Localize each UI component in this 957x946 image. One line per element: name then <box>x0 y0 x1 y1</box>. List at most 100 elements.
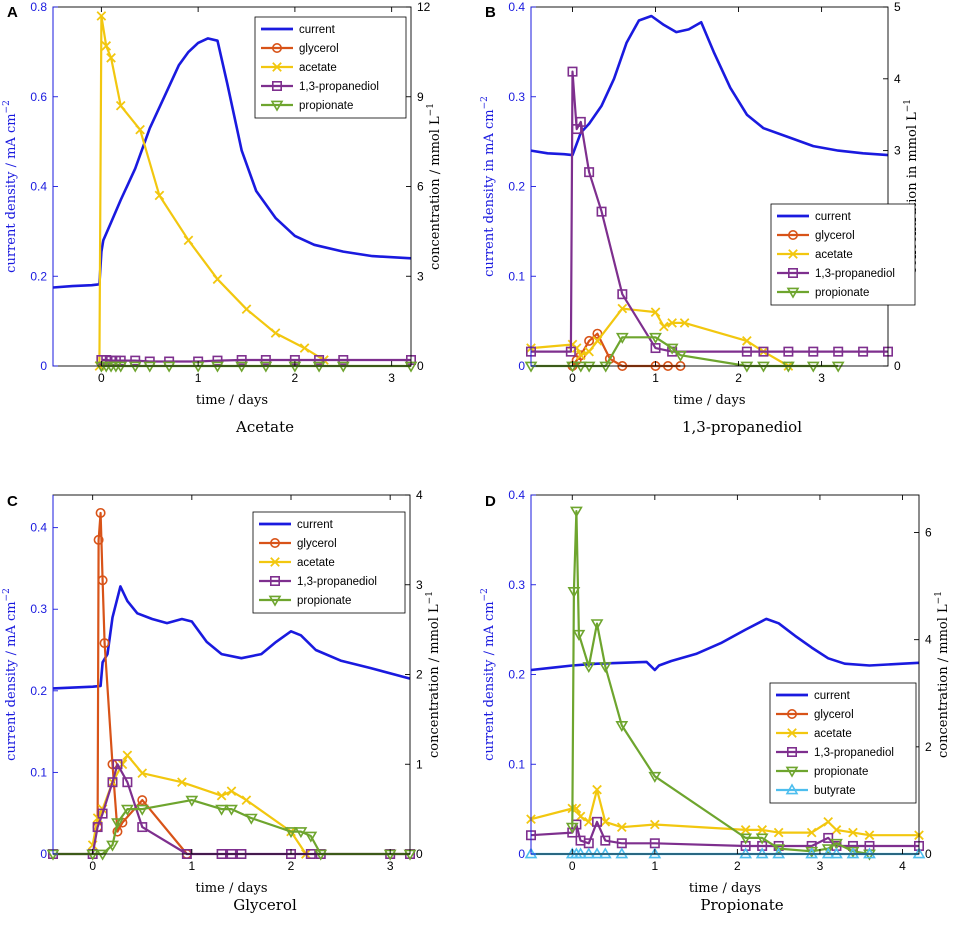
data-point <box>96 849 109 861</box>
y-left-tick-label: 0.3 <box>508 578 525 592</box>
y-left-tick-label: 0.3 <box>30 602 47 616</box>
legend-label: current <box>297 519 334 531</box>
x-tick-label: 1 <box>651 859 658 873</box>
legend-item: glycerol <box>261 42 339 55</box>
data-point <box>858 346 869 357</box>
series-current <box>52 37 412 289</box>
x-axis-label: time / days <box>195 881 267 896</box>
series-acetate <box>94 11 329 371</box>
data-point <box>617 289 628 300</box>
data-point <box>864 830 875 841</box>
data-point <box>582 847 596 859</box>
x-axis-label: time / days <box>689 881 761 896</box>
data-point <box>616 822 627 833</box>
legend-marker <box>268 595 282 607</box>
panel-label: C <box>7 493 18 510</box>
data-point <box>600 817 611 827</box>
data-point <box>831 361 845 373</box>
legend-marker <box>271 42 282 53</box>
y-right-tick-label: 0 <box>925 847 932 861</box>
legend: current glycerol acetate 1,3-propanediol pro… <box>252 511 406 614</box>
legend-label: glycerol <box>299 43 339 55</box>
y-left-axis-label: current density / mA cm−2 <box>2 100 19 273</box>
legend-marker <box>270 100 284 112</box>
legend: current glycerol acetate 1,3-propanediol pro… <box>254 16 407 119</box>
data-point <box>598 662 612 674</box>
data-point <box>137 768 148 779</box>
data-point <box>574 847 587 859</box>
series-acetate <box>526 303 794 371</box>
data-point <box>821 844 835 856</box>
data-point <box>97 575 108 586</box>
legend-label: glycerol <box>814 709 854 721</box>
legend-marker <box>785 766 799 778</box>
data-point <box>225 804 238 816</box>
legend: current glycerol acetate 1,3-propanediol pro… <box>770 203 916 306</box>
y-right-tick-label: 12 <box>417 0 431 14</box>
legend-label: 1,3-propanediol <box>815 268 895 280</box>
x-tick-label: 2 <box>292 371 299 385</box>
data-point <box>122 777 133 788</box>
chart-panel-C: C 0 1 2 3 time / days 0 0.1 0.2 0.3 0.4 0 1 2 3 4 curren… <box>2 488 442 914</box>
legend-item: propionate <box>259 595 351 607</box>
data-point <box>95 507 106 518</box>
data-point <box>592 816 603 827</box>
data-point <box>215 804 228 816</box>
data-point <box>599 361 613 373</box>
data-point <box>567 587 581 599</box>
y-left-label-sup: −2 <box>2 100 12 113</box>
data-point <box>115 355 126 366</box>
data-point <box>615 721 629 732</box>
data-point <box>236 355 247 366</box>
series-line <box>96 511 188 855</box>
legend-item: acetate <box>777 249 853 261</box>
panel-caption: Glycerol <box>233 896 297 914</box>
data-point <box>830 847 843 859</box>
x-tick-label: 0 <box>569 859 576 873</box>
x-tick-label: 2 <box>288 859 295 873</box>
data-point <box>757 361 770 373</box>
legend-marker <box>787 230 798 241</box>
data-point <box>649 819 660 830</box>
data-point <box>584 346 594 357</box>
y-right-tick-label: 4 <box>416 488 423 502</box>
data-point <box>781 361 795 373</box>
legend-item: acetate <box>261 62 337 74</box>
data-point <box>241 304 252 314</box>
y-right-tick-label: 6 <box>417 180 424 194</box>
legend-item: 1,3-propanediol <box>261 81 379 93</box>
legend-item: propionate <box>776 766 868 778</box>
legend-item: current <box>777 211 852 223</box>
data-point <box>244 813 258 825</box>
data-point <box>808 346 819 357</box>
data-point <box>772 844 786 856</box>
y-left-tick-label: 0.1 <box>508 269 525 283</box>
legend-label: 1,3-propanediol <box>814 747 894 759</box>
panel-caption: Propionate <box>700 896 783 914</box>
legend-marker <box>786 708 797 719</box>
series-line <box>101 358 411 363</box>
y-left-label-text: current density / mA cm <box>4 601 19 760</box>
y-right-label-text: concentration / mmol L <box>936 604 951 758</box>
legend-marker <box>786 746 797 757</box>
data-point <box>567 66 578 77</box>
x-tick-label: 0 <box>569 371 576 385</box>
data-point <box>162 361 176 373</box>
y-left-tick-label: 0.4 <box>508 0 525 14</box>
legend-label: acetate <box>297 557 335 569</box>
data-point <box>582 662 596 674</box>
legend-label: glycerol <box>815 230 855 242</box>
data-point <box>575 116 586 127</box>
data-point <box>679 318 690 328</box>
y-right-tick-label: 2 <box>925 740 932 754</box>
y-left-axis-label: current density / mA cm−2 <box>480 588 497 761</box>
legend-item: 1,3-propanediol <box>777 267 895 280</box>
legend-marker <box>785 783 799 795</box>
data-point <box>183 235 194 246</box>
data-point <box>96 11 107 21</box>
chart-panel-D: D 0 1 2 3 4 time / days 0 0.1 0.2 0.3 0.4 0 2 4 6 curren… <box>480 488 951 914</box>
y-left-tick-label: 0.4 <box>30 180 47 194</box>
legend-item: propionate <box>261 100 353 112</box>
data-point <box>848 827 858 838</box>
data-point <box>757 825 767 835</box>
